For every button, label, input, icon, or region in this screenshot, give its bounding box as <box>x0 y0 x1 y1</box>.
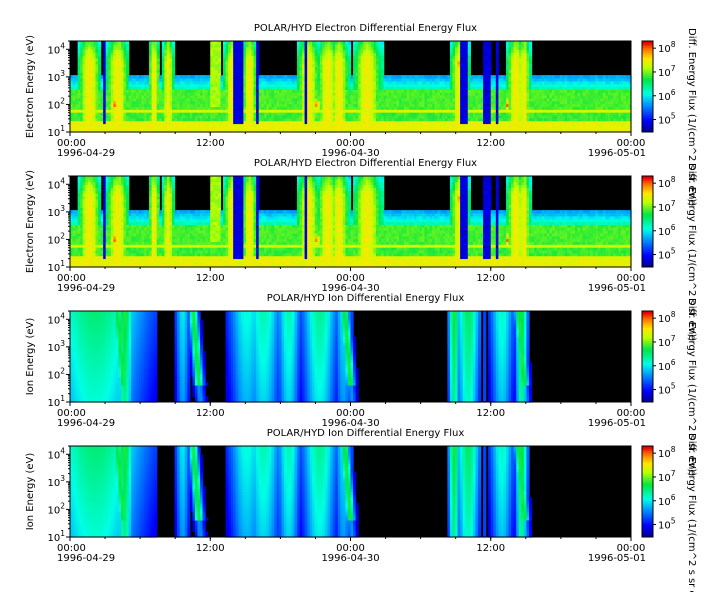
heatmap-cell <box>381 41 384 44</box>
heatmap-cell <box>172 41 175 44</box>
heatmap-cell <box>126 41 129 44</box>
panel-title: POLAR/HYD Electron Differential Energy F… <box>254 23 477 34</box>
heatmap-cell <box>157 41 160 44</box>
heatmap-cell <box>98 41 101 44</box>
heatmap-cell <box>496 41 499 44</box>
heatmap-cell <box>256 41 259 44</box>
heatmap-cell <box>218 41 221 44</box>
heatmap-cell <box>348 41 351 44</box>
heatmap-cell <box>488 41 491 44</box>
heatmap-cell <box>468 41 471 44</box>
heatmap-cell <box>529 41 532 44</box>
